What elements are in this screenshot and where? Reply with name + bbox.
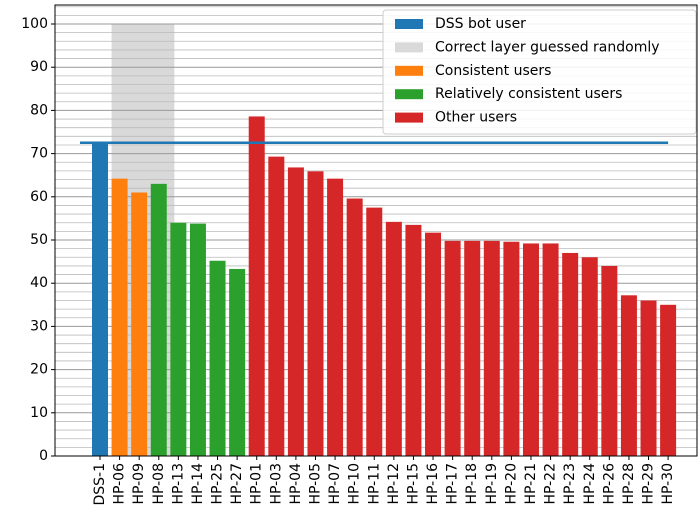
bar — [640, 300, 657, 456]
y-tick-label: 0 — [39, 448, 48, 464]
bar — [327, 178, 344, 456]
x-tick-label: HP-15 — [405, 463, 421, 505]
x-tick-label: HP-01 — [249, 463, 265, 505]
y-tick-label: 80 — [30, 102, 48, 118]
bar — [385, 221, 402, 456]
bar — [248, 116, 265, 456]
x-tick-label: HP-29 — [641, 463, 657, 505]
legend-label: Other users — [435, 110, 517, 126]
bar — [620, 295, 637, 456]
legend-swatch — [395, 89, 423, 100]
y-tick-label: 90 — [30, 59, 48, 75]
bar — [307, 171, 324, 456]
legend-label: Relatively consistent users — [435, 86, 622, 102]
legend-swatch — [395, 42, 423, 53]
x-tick-label: HP-07 — [327, 463, 343, 505]
bar — [660, 304, 677, 456]
x-tick-label: HP-05 — [307, 463, 323, 505]
bar — [581, 257, 598, 456]
bar — [542, 243, 559, 456]
bar — [601, 265, 618, 456]
x-tick-label: HP-04 — [288, 463, 304, 505]
x-tick-label: HP-26 — [601, 463, 617, 505]
x-tick-label: HP-03 — [268, 463, 284, 505]
legend-label: Correct layer guessed randomly — [435, 39, 660, 55]
x-tick-label: HP-13 — [170, 463, 186, 505]
x-tick-label: HP-27 — [229, 463, 245, 505]
x-tick-label: HP-16 — [425, 463, 441, 505]
bar — [92, 142, 108, 457]
x-tick-label: HP-19 — [484, 463, 500, 505]
bar — [209, 260, 226, 456]
x-tick-label: HP-20 — [503, 463, 519, 505]
y-tick-label: 30 — [30, 318, 48, 334]
x-tick-label: HP-06 — [112, 463, 128, 505]
x-tick-label: HP-09 — [131, 463, 147, 505]
x-tick-label: HP-22 — [543, 463, 559, 505]
x-tick-label: HP-10 — [347, 463, 363, 505]
bar — [464, 240, 481, 456]
y-tick-label: 70 — [30, 146, 48, 162]
bar — [366, 207, 383, 456]
bar — [483, 240, 500, 456]
plot-frame — [54, 4, 698, 457]
legend-swatch — [395, 19, 423, 29]
legend-box — [382, 9, 697, 135]
bar — [189, 223, 206, 456]
bar — [150, 183, 167, 456]
bar — [444, 240, 461, 456]
y-tick-label: 60 — [30, 189, 48, 205]
y-tick-label: 100 — [21, 16, 48, 32]
y-tick-label: 20 — [30, 362, 48, 378]
x-tick-label: HP-14 — [190, 463, 206, 505]
bar — [268, 156, 285, 456]
x-tick-label: HP-18 — [464, 463, 480, 505]
bar — [405, 224, 422, 456]
bar — [111, 178, 128, 456]
x-tick-label: HP-11 — [366, 463, 382, 505]
x-tick-label: HP-17 — [445, 463, 461, 505]
bar — [229, 268, 246, 456]
x-tick-label: HP-30 — [660, 463, 676, 505]
bar — [562, 252, 579, 456]
x-tick-label: HP-23 — [562, 463, 578, 505]
x-tick-label: HP-24 — [582, 463, 598, 505]
legend-label: DSS bot user — [435, 16, 526, 32]
bar — [346, 198, 363, 456]
bar — [503, 241, 520, 456]
bar — [131, 192, 148, 456]
y-tick-label: 50 — [30, 232, 48, 248]
bar — [170, 222, 187, 456]
y-tick-label: 40 — [30, 275, 48, 291]
bar — [287, 167, 304, 456]
x-tick-label: DSS-1 — [92, 463, 108, 506]
legend-swatch — [395, 112, 423, 123]
legend-label: Consistent users — [435, 63, 551, 79]
x-tick-label: HP-25 — [210, 463, 226, 505]
x-tick-label: HP-28 — [621, 463, 637, 505]
y-tick-label: 10 — [30, 405, 48, 421]
bar — [425, 232, 442, 456]
x-tick-label: HP-12 — [386, 463, 402, 505]
bar — [522, 243, 539, 456]
x-tick-label: HP-21 — [523, 463, 539, 505]
legend-swatch — [395, 65, 423, 76]
x-tick-label: HP-08 — [151, 463, 167, 505]
